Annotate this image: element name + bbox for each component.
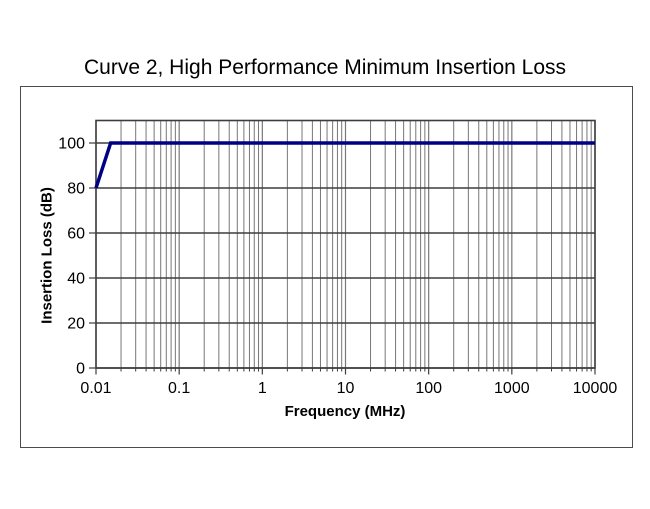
y-axis-title: Insertion Loss (dB) bbox=[38, 187, 56, 324]
x-tick-label: 0.01 bbox=[80, 380, 111, 397]
x-axis-title: Frequency (MHz) bbox=[284, 403, 406, 420]
x-tick-label: 1 bbox=[258, 380, 267, 397]
chart-frame bbox=[20, 86, 633, 448]
y-tick-label: 60 bbox=[67, 226, 85, 243]
series-line bbox=[94, 141, 595, 189]
x-tick-label: 0.1 bbox=[168, 380, 190, 397]
x-tick-label: 10000 bbox=[573, 380, 618, 397]
x-tick-label: 1000 bbox=[494, 380, 530, 397]
x-tick-label: 100 bbox=[415, 380, 442, 397]
y-tick-label: 20 bbox=[67, 316, 85, 333]
chart-title: Curve 2, High Performance Minimum Insert… bbox=[83, 56, 566, 79]
y-tick-label: 0 bbox=[76, 361, 85, 378]
y-tick-label: 100 bbox=[58, 136, 85, 153]
y-tick-label: 40 bbox=[67, 271, 85, 288]
y-tick-label: 80 bbox=[67, 181, 85, 198]
x-tick-label: 10 bbox=[337, 380, 355, 397]
